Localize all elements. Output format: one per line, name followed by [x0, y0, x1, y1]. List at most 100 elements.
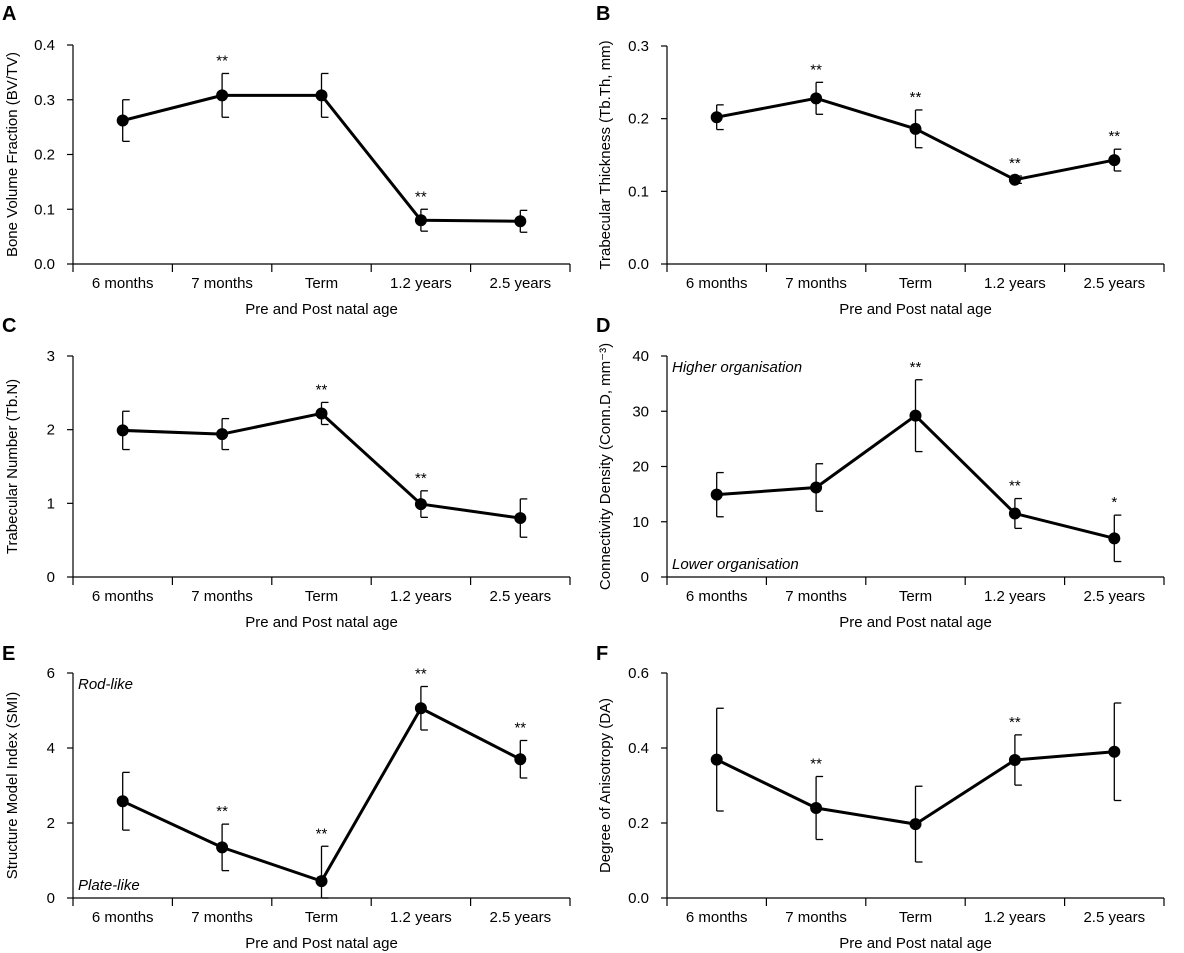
x-tick-label: 6 months — [92, 588, 154, 605]
x-tick-label: 1.2 years — [984, 275, 1046, 292]
data-point — [1008, 507, 1021, 520]
y-tick-label: 0.0 — [34, 256, 55, 273]
x-tick-label: 6 months — [686, 588, 748, 605]
x-tick-label: 2.5 years — [489, 275, 551, 292]
significance-marker: ** — [316, 825, 328, 842]
y-tick-label: 0.3 — [628, 38, 649, 55]
data-point — [514, 753, 527, 766]
y-tick-label: 6 — [47, 665, 55, 682]
panel-letter: F — [596, 643, 608, 665]
x-tick-label: 1.2 years — [984, 909, 1046, 926]
y-tick-label: 0.1 — [628, 183, 649, 200]
x-tick-label: 1.2 years — [390, 275, 452, 292]
significance-marker: ** — [1009, 714, 1021, 731]
y-tick-label: 0.4 — [34, 37, 55, 54]
x-tick-label: 7 months — [191, 909, 253, 926]
x-axis-title: Pre and Post natal age — [245, 935, 398, 952]
x-tick-label: 6 months — [686, 275, 748, 292]
y-tick-label: 1 — [47, 495, 55, 512]
x-tick-label: Term — [899, 588, 932, 605]
y-tick-label: 2 — [47, 815, 55, 832]
x-tick-label: Term — [305, 588, 338, 605]
y-tick-label: 30 — [632, 403, 649, 420]
x-tick-label: Term — [305, 275, 338, 292]
significance-marker: ** — [415, 188, 427, 205]
data-point — [1108, 745, 1121, 758]
data-point — [514, 512, 527, 525]
y-axis-title: Connectivity Density (Conn.D, mm⁻³) — [597, 343, 614, 590]
x-tick-label: 2.5 years — [489, 909, 551, 926]
x-tick-label: 2.5 years — [1083, 909, 1145, 926]
data-point — [414, 214, 427, 227]
annotation-label: Higher organisation — [672, 359, 802, 376]
y-tick-label: 0.1 — [34, 201, 55, 218]
series-line — [122, 411, 521, 520]
data-point — [1008, 173, 1021, 186]
significance-marker: ** — [1108, 128, 1120, 145]
significance-marker: ** — [810, 61, 822, 78]
y-axis-title: Degree of Anisotropy (DA) — [597, 698, 614, 873]
panel-letter: A — [2, 3, 16, 25]
x-tick-label: 6 months — [92, 275, 154, 292]
x-tick-label: 2.5 years — [1083, 275, 1145, 292]
significance-marker: ** — [415, 470, 427, 487]
significance-marker: ** — [316, 381, 328, 398]
panel-letter: E — [2, 643, 15, 665]
y-axis-title: Trabecular Thickness (Tb.Th, mm) — [597, 40, 614, 269]
annotation-label: Plate-like — [78, 877, 140, 894]
annotation-label: Rod-like — [78, 676, 133, 693]
panel-letter: D — [596, 315, 610, 337]
x-tick-label: Term — [899, 275, 932, 292]
significance-marker: ** — [910, 89, 922, 106]
data-point — [909, 122, 922, 135]
y-tick-label: 4 — [47, 740, 55, 757]
x-axis-title: Pre and Post natal age — [839, 614, 992, 631]
data-point — [116, 424, 129, 437]
data-point — [710, 111, 723, 124]
panel-letter: C — [2, 315, 16, 337]
data-point — [216, 89, 229, 102]
y-tick-label: 10 — [632, 514, 649, 531]
x-tick-label: 1.2 years — [390, 909, 452, 926]
data-point — [1108, 154, 1121, 167]
data-point — [710, 488, 723, 501]
x-axis-title: Pre and Post natal age — [245, 614, 398, 631]
data-point — [315, 89, 328, 102]
significance-marker: ** — [415, 666, 427, 683]
y-tick-label: 40 — [632, 348, 649, 365]
significance-marker: ** — [216, 52, 228, 69]
data-point — [514, 215, 527, 228]
y-tick-label: 3 — [47, 348, 55, 365]
data-point — [909, 818, 922, 831]
significance-marker: ** — [514, 720, 526, 737]
x-tick-label: Term — [305, 909, 338, 926]
data-point — [216, 428, 229, 441]
panel-c: C 0 1 2 3 6 months 7 months Term 1.2 years 2.5 ye… — [2, 315, 571, 631]
data-point — [414, 702, 427, 715]
annotation-label: Lower organisation — [672, 556, 799, 573]
y-tick-label: 0 — [47, 890, 55, 907]
y-tick-label: 0.3 — [34, 92, 55, 109]
panel-b: B 0.0 0.1 0.2 0.3 6 months 7 months Term 1.2 yea… — [596, 3, 1165, 318]
x-tick-label: 6 months — [92, 909, 154, 926]
x-tick-label: 1.2 years — [390, 588, 452, 605]
significance-marker: ** — [910, 359, 922, 376]
y-tick-label: 0.4 — [628, 740, 649, 757]
panel-letter: B — [596, 3, 610, 25]
y-tick-label: 0.2 — [628, 111, 649, 128]
panel-e: E 0 2 4 6 6 months 7 months Term 1.2 years 2.5 ye… — [2, 643, 571, 952]
x-axis-title: Pre and Post natal age — [245, 301, 398, 318]
x-tick-label: 2.5 years — [1083, 588, 1145, 605]
data-point — [116, 795, 129, 808]
data-point — [1108, 532, 1121, 545]
panel-a: A 0.0 0.1 0.2 0.3 0.4 6 months 7 months Term 1.2 … — [2, 3, 571, 318]
x-tick-label: 6 months — [686, 909, 748, 926]
data-point — [909, 409, 922, 422]
x-tick-label: 7 months — [785, 588, 847, 605]
y-tick-label: 0.0 — [628, 256, 649, 273]
y-tick-label: 0 — [641, 569, 649, 586]
panel-d: D 0 10 20 30 40 6 months 7 months Term 1.2 years 2… — [596, 315, 1165, 631]
data-point — [315, 875, 328, 888]
y-tick-label: 0.0 — [628, 890, 649, 907]
